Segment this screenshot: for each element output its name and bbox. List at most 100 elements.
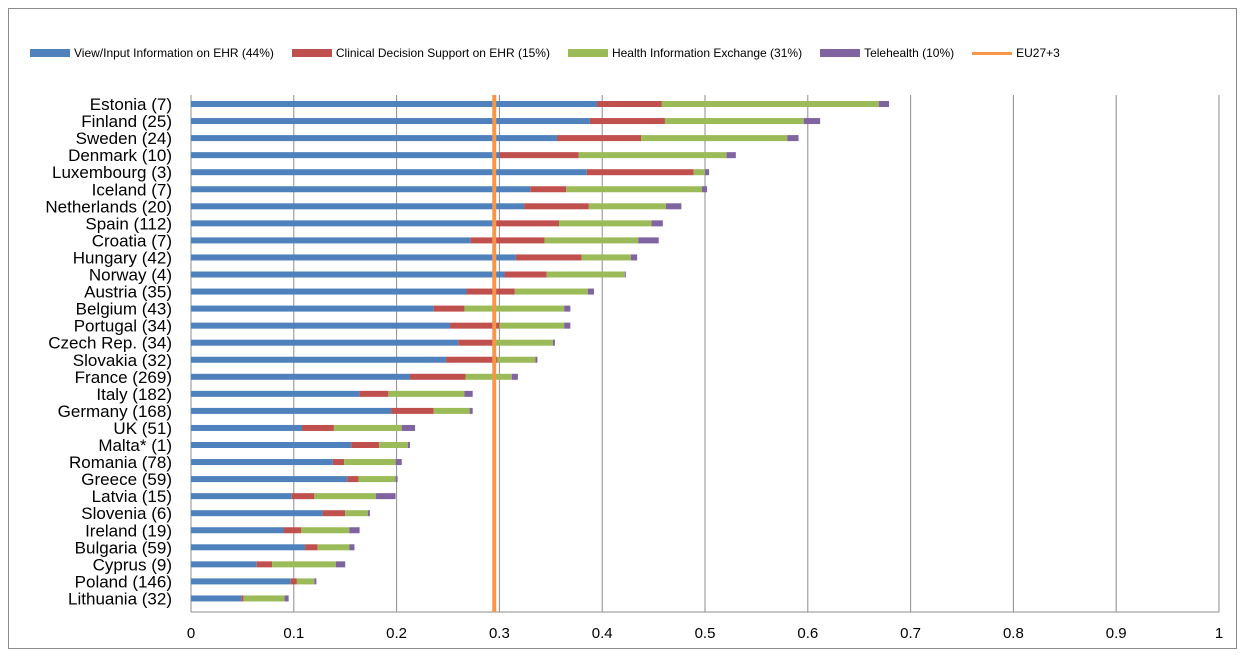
bar-segment	[726, 152, 736, 159]
bar-segment	[578, 152, 727, 159]
bar-segment	[705, 169, 710, 176]
bar-segment	[333, 424, 402, 431]
bar-segment	[664, 118, 804, 125]
bar-segment	[514, 288, 588, 295]
bar-segment	[191, 254, 516, 261]
bar-segment	[291, 493, 315, 500]
bar-segment	[535, 356, 538, 363]
bar-segment	[191, 271, 505, 278]
bar-segment	[588, 203, 666, 210]
bar-segment	[511, 373, 518, 380]
bar-segment	[191, 322, 451, 329]
bar-segment	[466, 288, 515, 295]
x-tick-label: 0	[187, 625, 195, 642]
x-tick-label: 1	[1215, 625, 1223, 642]
legend-item: Telehealth (10%)	[820, 46, 954, 60]
category-label: Slovenia (6)	[81, 504, 172, 523]
category-label: Austria (35)	[84, 283, 172, 302]
bar-segment	[376, 493, 396, 500]
bar-segment	[597, 101, 662, 107]
bar-segment	[296, 578, 315, 585]
bar-segment	[284, 595, 289, 602]
bar-segment	[395, 459, 402, 466]
bar-segment	[401, 424, 416, 431]
category-label: UK (51)	[113, 419, 172, 438]
bar-segment	[322, 510, 346, 517]
category-label: France (269)	[75, 368, 172, 387]
category-label: Norway (4)	[89, 266, 172, 285]
category-label: Romania (78)	[69, 453, 172, 472]
category-label: Estonia (7)	[90, 95, 172, 114]
bar-segment	[515, 254, 582, 261]
bar-segment	[693, 169, 705, 176]
bar-segment	[458, 339, 495, 346]
legend-swatch	[820, 49, 861, 57]
category-label: Greece (59)	[81, 470, 172, 489]
bar-segment	[367, 510, 370, 517]
bar-segment	[191, 424, 303, 431]
legend-item: EU27+3	[972, 46, 1060, 60]
bar-segment	[290, 578, 297, 585]
legend-swatch	[291, 49, 332, 57]
bar-segment	[317, 544, 350, 551]
legend-label: View/Input Information on EHR (44%)	[74, 46, 274, 60]
bar-segment	[345, 510, 368, 517]
category-label: Malta* (1)	[98, 436, 172, 455]
bar-segment	[638, 237, 659, 244]
bar-segment	[665, 203, 682, 210]
bar-segment	[191, 135, 557, 142]
bar-segment	[641, 135, 788, 142]
bar-segment	[661, 101, 879, 107]
bar-segment	[191, 305, 434, 312]
bar-segment	[302, 424, 334, 431]
bar-segment	[191, 288, 467, 295]
bar-segment	[347, 476, 359, 483]
bar-segment	[191, 527, 284, 534]
bar-segment	[314, 493, 377, 500]
x-tick-label: 0.8	[1003, 625, 1024, 642]
bar-segment	[191, 510, 323, 517]
bar-segment	[566, 186, 702, 193]
bar-segment	[499, 322, 565, 329]
bar-segment	[564, 305, 571, 312]
bar-segment	[803, 118, 821, 125]
bar-segment	[433, 407, 470, 414]
category-label: Czech Rep. (34)	[48, 334, 172, 353]
bar-segment	[305, 544, 318, 551]
category-label: Hungary (42)	[73, 248, 172, 267]
x-tick-label: 0.1	[283, 625, 304, 642]
bar-segment	[191, 390, 360, 397]
category-label: Luxembourg (3)	[52, 163, 172, 182]
bar-segment	[191, 442, 352, 448]
legend-label: Telehealth (10%)	[864, 46, 955, 60]
bar-segment	[191, 101, 598, 107]
bar-segment	[191, 493, 292, 500]
category-label: Belgium (43)	[76, 300, 172, 319]
bar-segment	[335, 561, 346, 568]
bar-segment	[191, 476, 348, 483]
bar-segment	[241, 595, 244, 602]
bar-segment	[450, 322, 500, 329]
bar-segment	[407, 442, 410, 448]
bar-segment	[391, 407, 434, 414]
legend-line-swatch	[972, 51, 1013, 55]
bar-segment	[349, 527, 360, 534]
bar-segment	[465, 373, 512, 380]
category-label: Portugal (34)	[74, 317, 172, 336]
bar-segment	[546, 271, 625, 278]
bar-segment	[332, 459, 345, 466]
bar-segment	[191, 578, 291, 585]
x-tick-label: 0.7	[900, 625, 921, 642]
category-label: Spain (112)	[85, 214, 172, 233]
legend-label: Clinical Decision Support on EHR (15%)	[335, 46, 550, 60]
bar-segment	[624, 271, 626, 278]
category-label: Finland (25)	[81, 112, 172, 131]
bar-segment	[272, 561, 336, 568]
bar-segment	[191, 169, 587, 176]
bar-segment	[524, 203, 589, 210]
category-label: Poland (146)	[75, 572, 172, 591]
category-label: Latvia (15)	[92, 487, 172, 506]
category-label: Slovakia (32)	[73, 351, 172, 370]
bar-segment	[464, 305, 565, 312]
